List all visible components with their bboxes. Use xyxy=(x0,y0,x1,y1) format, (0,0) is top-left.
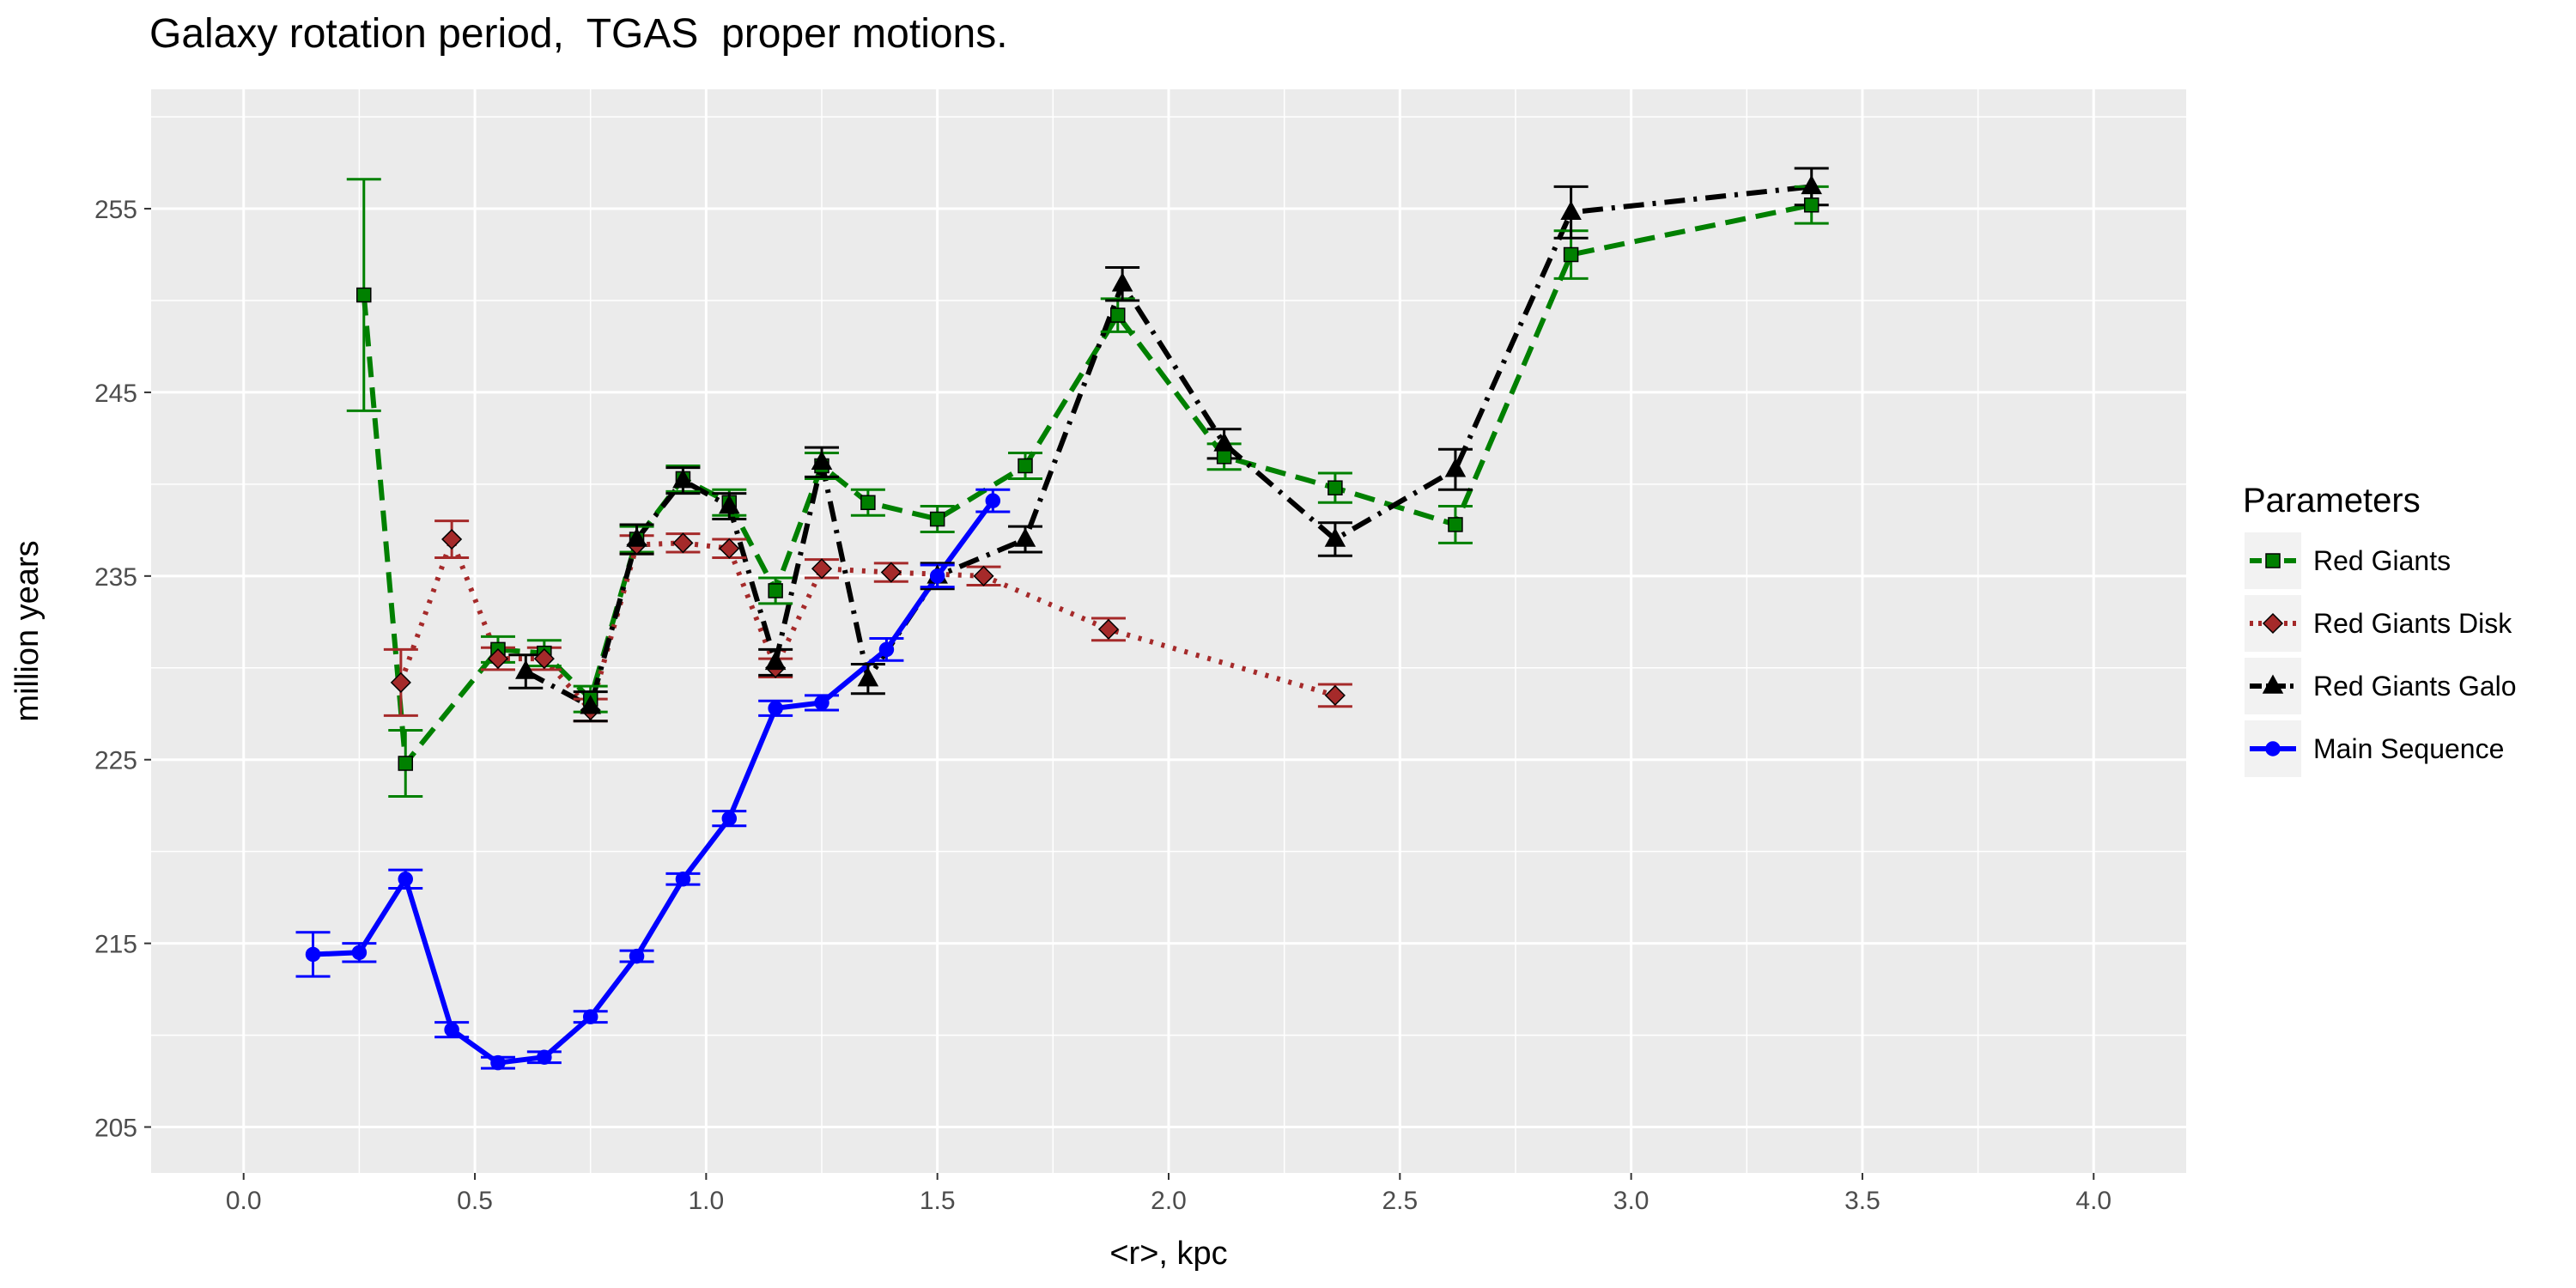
legend-item-red-giants-galo: Red Giants Galo xyxy=(2245,658,2517,714)
series-line-red-giants-galo xyxy=(524,184,1813,709)
point-main-sequence xyxy=(929,568,945,584)
point-main-sequence xyxy=(582,1009,598,1024)
point-red-giants-disk xyxy=(441,528,463,550)
x-tick-label: 2.5 xyxy=(1382,1187,1418,1215)
point-main-sequence xyxy=(985,493,1001,508)
point-red-giants-galo xyxy=(626,527,647,547)
legend-label: Red Giants Galo xyxy=(2313,671,2517,702)
point-red-giants xyxy=(1448,517,1463,532)
point-red-giants-galo xyxy=(1444,458,1467,477)
point-red-giants xyxy=(356,287,372,303)
y-tick-label: 255 xyxy=(94,196,137,224)
y-tick-label: 235 xyxy=(94,563,137,592)
point-red-giants-disk xyxy=(973,565,994,586)
legend-item-red-giants-disk: Red Giants Disk xyxy=(2245,595,2512,652)
legend-key-marker xyxy=(2265,741,2281,756)
point-red-giants-galo xyxy=(857,667,879,687)
point-main-sequence xyxy=(490,1054,506,1071)
y-tick-label: 215 xyxy=(94,931,137,959)
point-red-giants xyxy=(1216,449,1232,465)
legend-label: Red Giants xyxy=(2313,545,2451,576)
point-main-sequence xyxy=(305,946,321,963)
point-red-giants xyxy=(1018,458,1033,474)
legend-items: Red Giants Red Giants Disk Red Giants Galo… xyxy=(2245,532,2517,777)
point-red-giants xyxy=(929,511,945,527)
point-main-sequence xyxy=(814,695,829,711)
y-tick-label: 205 xyxy=(94,1115,137,1143)
x-tick-label: 0.5 xyxy=(457,1187,493,1215)
point-red-giants-disk xyxy=(390,671,411,693)
point-red-giants-disk xyxy=(487,648,509,670)
legend-label: Red Giants Disk xyxy=(2313,608,2512,639)
point-red-giants xyxy=(1803,197,1820,213)
legend-title: Parameters xyxy=(2243,482,2421,519)
x-tick-label: 0.0 xyxy=(226,1187,262,1215)
legend-item-main-sequence: Main Sequence xyxy=(2245,720,2504,777)
legend-label: Main Sequence xyxy=(2313,733,2504,764)
y-tick-label: 245 xyxy=(94,380,137,408)
y-axis: 205 215 225 235 245 255 xyxy=(94,196,151,1143)
point-red-giants-galo xyxy=(1560,200,1582,221)
point-red-giants xyxy=(398,756,413,771)
point-red-giants xyxy=(1110,307,1126,323)
point-main-sequence xyxy=(537,1049,552,1065)
point-red-giants-disk xyxy=(1324,684,1346,706)
legend-key-marker xyxy=(2265,553,2281,568)
legend-key-marker xyxy=(2262,674,2284,694)
x-tick-label: 3.5 xyxy=(1844,1187,1880,1215)
point-red-giants-disk xyxy=(719,538,740,559)
point-red-giants-galo xyxy=(1324,527,1346,547)
x-tick-label: 4.0 xyxy=(2075,1187,2111,1215)
point-red-giants-disk xyxy=(880,562,902,583)
point-main-sequence xyxy=(629,948,645,964)
point-red-giants-galo xyxy=(764,650,787,671)
point-main-sequence xyxy=(444,1022,459,1037)
point-red-giants-disk xyxy=(811,558,833,580)
y-tick-label: 225 xyxy=(94,747,137,775)
point-red-giants-galo xyxy=(1213,432,1235,452)
point-red-giants-galo xyxy=(811,450,833,470)
x-tick-label: 3.0 xyxy=(1613,1187,1649,1215)
x-tick-label: 1.5 xyxy=(920,1187,956,1215)
point-main-sequence xyxy=(675,872,691,887)
chart-title: Galaxy rotation period, TGAS proper moti… xyxy=(149,11,1008,57)
point-main-sequence xyxy=(768,701,783,716)
point-red-giants-disk xyxy=(672,532,694,554)
point-red-giants xyxy=(768,583,783,598)
point-main-sequence xyxy=(351,945,368,961)
x-axis-title: <r>, kpc xyxy=(1109,1236,1227,1272)
grid-major xyxy=(151,89,2186,1173)
y-axis-title: million years xyxy=(9,540,46,721)
point-red-giants-galo xyxy=(719,494,740,514)
x-axis: 0.0 0.5 1.0 1.5 2.0 2.5 3.0 3.5 4.0 xyxy=(226,1173,2111,1215)
point-red-giants xyxy=(860,495,876,511)
point-red-giants xyxy=(1327,480,1343,495)
point-red-giants-disk xyxy=(1097,618,1120,640)
point-red-giants-galo xyxy=(515,659,537,679)
point-main-sequence xyxy=(878,641,895,658)
point-red-giants-galo xyxy=(1111,272,1133,292)
point-red-giants-galo xyxy=(1014,527,1036,547)
point-red-giants-galo xyxy=(580,695,601,714)
legend-key-marker xyxy=(2262,612,2284,635)
series-points xyxy=(305,174,1822,1071)
x-tick-label: 2.0 xyxy=(1151,1187,1187,1215)
point-main-sequence xyxy=(721,811,738,826)
legend-item-red-giants: Red Giants xyxy=(2245,532,2451,589)
point-red-giants-galo xyxy=(672,469,694,489)
point-red-giants xyxy=(1563,246,1579,263)
point-main-sequence xyxy=(398,872,413,887)
x-tick-label: 1.0 xyxy=(689,1187,725,1215)
point-red-giants-disk xyxy=(533,648,555,670)
point-red-giants-galo xyxy=(1801,174,1822,195)
